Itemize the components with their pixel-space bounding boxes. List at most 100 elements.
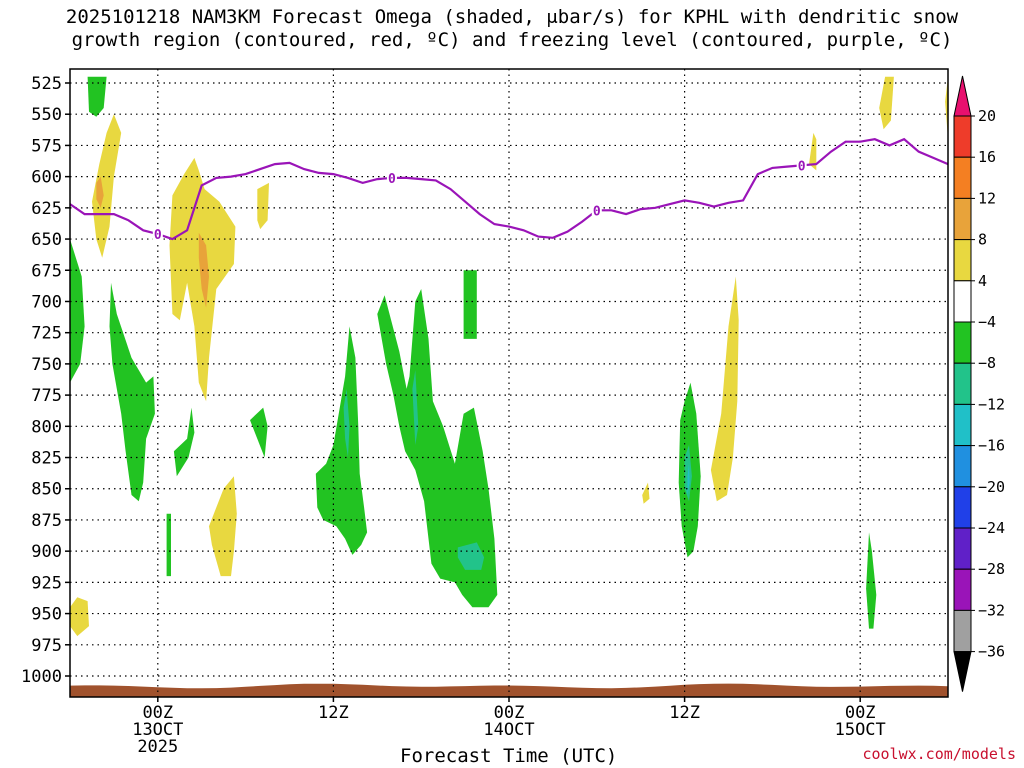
chart-title-line-1: 2025101218 NAM3KM Forecast Omega (shaded… — [65, 6, 959, 28]
colorbar-bottom-arrow — [953, 651, 972, 692]
y-tick-label-700: 700 — [31, 292, 62, 312]
omega-region-18 — [315, 326, 368, 555]
x-tick-label-36-0: 12Z — [669, 703, 700, 723]
omega-region-13 — [70, 239, 85, 383]
omega-region-12 — [87, 76, 107, 117]
y-tick-label-600: 600 — [31, 168, 62, 188]
colorbar-label-1: 16 — [978, 148, 996, 166]
credit-link[interactable]: coolwx.com/models — [862, 745, 1016, 763]
y-tick-label-725: 725 — [31, 324, 62, 344]
omega-region-10 — [879, 76, 894, 130]
freezing-label-bg-30 — [591, 202, 602, 218]
y-tick-label-950: 950 — [31, 605, 62, 625]
y-tick-label-625: 625 — [31, 199, 62, 219]
colorbar-segment-11 — [953, 527, 972, 570]
grid-layer — [70, 69, 948, 697]
omega-region-7 — [710, 276, 739, 502]
colorbar-label-12: −32 — [978, 601, 1005, 619]
freezing-label-bg-44 — [796, 157, 807, 173]
omega-region-14 — [109, 282, 155, 502]
freezing-level-label-0: 0 — [154, 228, 162, 243]
y-tick-label-825: 825 — [31, 449, 62, 469]
omega-region-16 — [173, 407, 195, 477]
y-tick-label-550: 550 — [31, 105, 62, 125]
x-tick-label-12-0: 12Z — [318, 703, 349, 723]
chart-title: 2025101218 NAM3KM Forecast Omega (shaded… — [0, 6, 1024, 52]
colorbar-segment-9 — [953, 445, 972, 488]
omega-region-20 — [463, 270, 477, 339]
axes-layer: 525 550 575 600 625 650 675 700 725 750 775 800 825 8… — [21, 68, 949, 757]
omega-region-1 — [96, 176, 104, 208]
colorbar-label-6: −8 — [978, 354, 996, 372]
colorbar-segment-7 — [953, 362, 972, 405]
freezing-level-label-44: 0 — [798, 159, 806, 174]
colorbar-label-11: −28 — [978, 560, 1005, 578]
colorbar-label-9: −20 — [978, 478, 1005, 496]
colorbar-top-arrow — [953, 75, 972, 117]
freezing-level-layer: 0 0 0 0 — [69, 137, 949, 243]
omega-region-22 — [866, 532, 877, 629]
y-tick-label-675: 675 — [31, 261, 62, 281]
chart-title-line-2: growth region (contoured, red, ºC) and f… — [71, 29, 953, 51]
omega-region-19 — [377, 289, 498, 608]
y-tick-label-850: 850 — [31, 480, 62, 500]
x-tick-label-0-2: 2025 — [137, 737, 178, 757]
colorbar-segment-6 — [953, 321, 972, 364]
y-tick-label-975: 975 — [31, 636, 62, 656]
terrain-fill — [70, 683, 948, 697]
colorbar-segment-12 — [953, 568, 972, 611]
y-tick-label-750: 750 — [31, 355, 62, 375]
omega-shading-layer — [70, 76, 948, 637]
colorbar: 20 16 12 8 4 −4 −8 −12 −16 −20 −24 −28 −32 −36 — [953, 75, 1005, 692]
colorbar-label-13: −36 — [978, 643, 1005, 661]
x-axis-title: Forecast Time (UTC) — [400, 745, 618, 767]
colorbar-label-8: −16 — [978, 437, 1005, 455]
y-tick-label-900: 900 — [31, 542, 62, 562]
freezing-label-bg-0 — [152, 226, 163, 242]
colorbar-label-5: −4 — [978, 313, 996, 331]
omega-region-0 — [92, 114, 122, 258]
colorbar-segment-8 — [953, 403, 972, 447]
colorbar-segment-1 — [953, 115, 972, 158]
x-tick-label-0-1: 13OCT — [132, 720, 183, 740]
y-tick-label-1000: 1000 — [21, 667, 62, 687]
x-tick-label-24-1: 14OCT — [483, 720, 534, 740]
x-tick-label-48-1: 15OCT — [835, 720, 886, 740]
y-tick-label-775: 775 — [31, 386, 62, 406]
omega-region-23 — [343, 388, 350, 458]
omega-region-25 — [457, 542, 485, 570]
terrain-layer — [70, 683, 948, 697]
freezing-label-bg-16 — [386, 169, 397, 185]
colorbar-label-2: 12 — [978, 189, 996, 207]
omega-region-3 — [198, 232, 209, 308]
colorbar-segment-4 — [953, 239, 972, 282]
colorbar-label-7: −12 — [978, 395, 1005, 413]
y-tick-label-650: 650 — [31, 230, 62, 250]
y-tick-label-925: 925 — [31, 573, 62, 593]
colorbar-label-0: 20 — [978, 107, 996, 125]
colorbar-segment-10 — [953, 486, 972, 529]
omega-region-4 — [257, 182, 269, 230]
x-tick-label-0-0: 00Z — [142, 703, 173, 723]
y-tick-label-875: 875 — [31, 511, 62, 531]
omega-region-8 — [642, 482, 650, 504]
colorbar-label-3: 8 — [978, 231, 987, 249]
y-tick-label-575: 575 — [31, 136, 62, 156]
x-tick-label-48-0: 00Z — [845, 703, 876, 723]
omega-region-17 — [250, 407, 268, 458]
colorbar-segment-2 — [953, 156, 972, 199]
y-tick-label-525: 525 — [31, 74, 62, 94]
colorbar-label-10: −24 — [978, 519, 1005, 537]
omega-region-9 — [809, 132, 817, 171]
omega-region-6 — [70, 597, 89, 637]
x-tick-label-24-0: 00Z — [494, 703, 525, 723]
freezing-level-label-30: 0 — [593, 204, 601, 219]
colorbar-label-4: 4 — [978, 272, 987, 290]
colorbar-segment-5 — [953, 280, 972, 323]
y-tick-label-800: 800 — [31, 417, 62, 437]
colorbar-segment-13 — [953, 609, 972, 653]
omega-region-27 — [687, 463, 690, 495]
freezing-level-label-16: 0 — [388, 172, 396, 187]
colorbar-segment-3 — [953, 197, 972, 241]
